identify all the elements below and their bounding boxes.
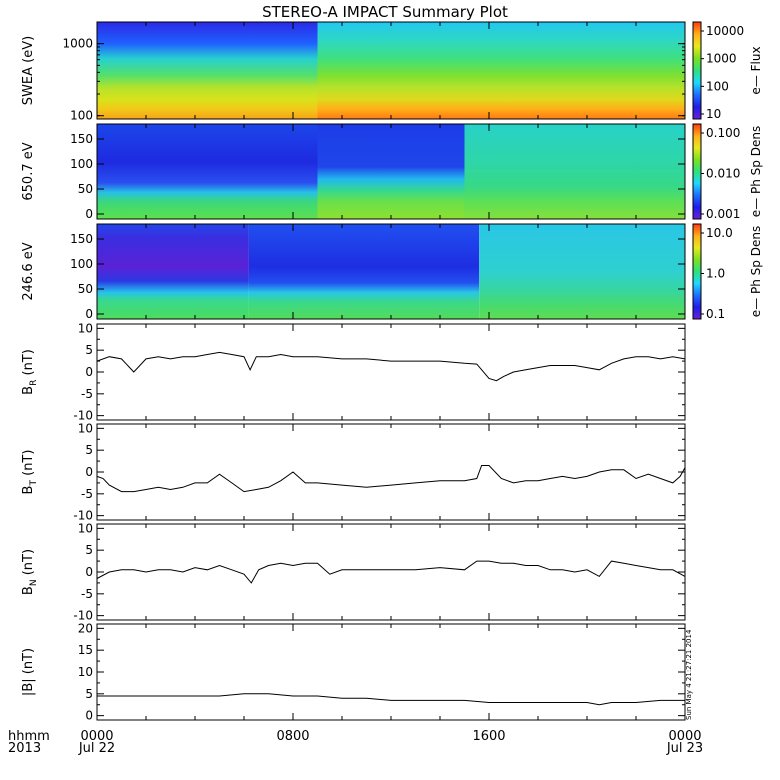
timestamp-label: Sun May 4 21:27:21 2014	[685, 629, 693, 720]
spectrogram-band	[97, 124, 318, 219]
data-trace	[97, 693, 685, 706]
ytick-label: 0	[85, 565, 93, 579]
y-axis-label: BN (nT)	[21, 549, 39, 595]
xtick-label: 1600	[472, 729, 505, 744]
panel-3: 0 50 100 150 10.0 1.0 0.1 e— Ph Sp Dens 246.6 eV	[21, 223, 763, 321]
panel-6: 10 5 0 -5 -10 BN (nT)	[21, 521, 686, 623]
ytick-label: 10	[78, 521, 93, 535]
data-trace	[96, 465, 686, 493]
spectrogram-band	[248, 224, 480, 319]
colorbar-tick-label: 10	[706, 107, 721, 121]
colorbar-label: e— Ph Sp Dens	[749, 126, 763, 217]
data-trace	[96, 351, 686, 382]
plot-title: STEREO-A IMPACT Summary Plot	[262, 3, 508, 21]
colorbar-tick-label: 10.0	[706, 226, 733, 240]
panel-frame	[96, 623, 686, 721]
ytick-label: -5	[81, 587, 93, 601]
xtick-label: 0000	[80, 729, 113, 744]
y-axis-label: 246.6 eV	[21, 242, 36, 300]
ytick-label: 5	[85, 443, 93, 457]
ytick-label: 0	[85, 365, 93, 379]
colorbar	[692, 223, 702, 320]
colorbar-tick-label: 0.010	[706, 167, 740, 181]
ytick-label: -10	[73, 609, 93, 623]
ytick-label: 5	[85, 687, 93, 701]
ytick-label: -10	[73, 409, 93, 423]
y-axis-label: |B| (nT)	[21, 648, 36, 696]
ytick-label: 0	[85, 207, 93, 221]
y-axis-label: BT (nT)	[21, 450, 39, 495]
data-trace	[96, 560, 686, 584]
ytick-label: 5	[85, 343, 93, 357]
xtick-label: 0800	[276, 729, 309, 744]
panel-2: 0 50 100 150 0.100 0.010 0.001 e— Ph Sp Dens 650…	[21, 123, 763, 221]
panel-frame	[96, 423, 686, 521]
ytick-label: -5	[81, 487, 93, 501]
colorbar	[692, 123, 702, 220]
ytick-label: -10	[73, 509, 93, 523]
xtick-label: 0000	[668, 729, 701, 744]
panel-frame	[96, 323, 686, 421]
ytick-label: 100	[70, 109, 93, 123]
ytick-label: 100	[70, 157, 93, 171]
ytick-label: 0	[85, 307, 93, 321]
y-axis-label: SWEA (eV)	[21, 36, 36, 105]
colorbar	[692, 21, 702, 120]
ytick-label: 1000	[62, 37, 93, 51]
xtick-date-label: Jul 23	[666, 741, 703, 756]
colorbar-tick-label: 100	[706, 79, 729, 93]
y-axis-label: BR (nT)	[21, 349, 39, 395]
colorbar-label: e— Flux	[749, 46, 763, 94]
spectrogram-band	[317, 124, 465, 219]
colorbar-tick-label: 0.100	[706, 126, 740, 140]
panel-1: 100 1000 10000 1000 100 10 e— Flux SWEA (eV)	[21, 21, 763, 123]
ytick-label: 150	[70, 132, 93, 146]
xtick-date-label: Jul 22	[78, 741, 115, 756]
colorbar-tick-label: 10000	[706, 24, 744, 38]
ytick-label: 15	[78, 643, 93, 657]
spectrogram-band	[464, 124, 685, 219]
ytick-label: -5	[81, 387, 93, 401]
spectrogram-band	[97, 22, 318, 119]
ytick-label: 0	[85, 709, 93, 723]
x-axis-row1-label: hhmm	[8, 729, 50, 744]
colorbar-tick-label: 1.0	[706, 267, 725, 281]
spectrogram-band	[317, 22, 685, 119]
ytick-label: 5	[85, 543, 93, 557]
ytick-label: 20	[78, 621, 93, 635]
ytick-label: 10	[78, 665, 93, 679]
x-axis-row2-label: 2013	[8, 741, 41, 756]
ytick-label: 100	[70, 257, 93, 271]
ytick-label: 150	[70, 232, 93, 246]
colorbar-tick-label: 1000	[706, 52, 737, 66]
colorbar-tick-label: 0.1	[706, 307, 725, 321]
panel-frame	[96, 523, 686, 621]
y-axis-label: 650.7 eV	[21, 142, 36, 200]
panel-7: 20 15 10 5 0 |B| (nT)	[21, 621, 686, 723]
ytick-label: 10	[78, 421, 93, 435]
panel-4: 10 5 0 -5 -10 BR (nT)	[21, 321, 686, 423]
ytick-label: 10	[78, 321, 93, 335]
panel-5: 10 5 0 -5 -10 BT (nT)	[21, 421, 686, 523]
colorbar-label: e— Ph Sp Dens	[749, 226, 763, 317]
spectrogram-band	[479, 224, 685, 319]
ytick-label: 0	[85, 465, 93, 479]
ytick-label: 50	[78, 182, 93, 196]
ytick-label: 50	[78, 282, 93, 296]
spectrogram-band	[97, 224, 249, 319]
colorbar-tick-label: 0.001	[706, 207, 740, 221]
